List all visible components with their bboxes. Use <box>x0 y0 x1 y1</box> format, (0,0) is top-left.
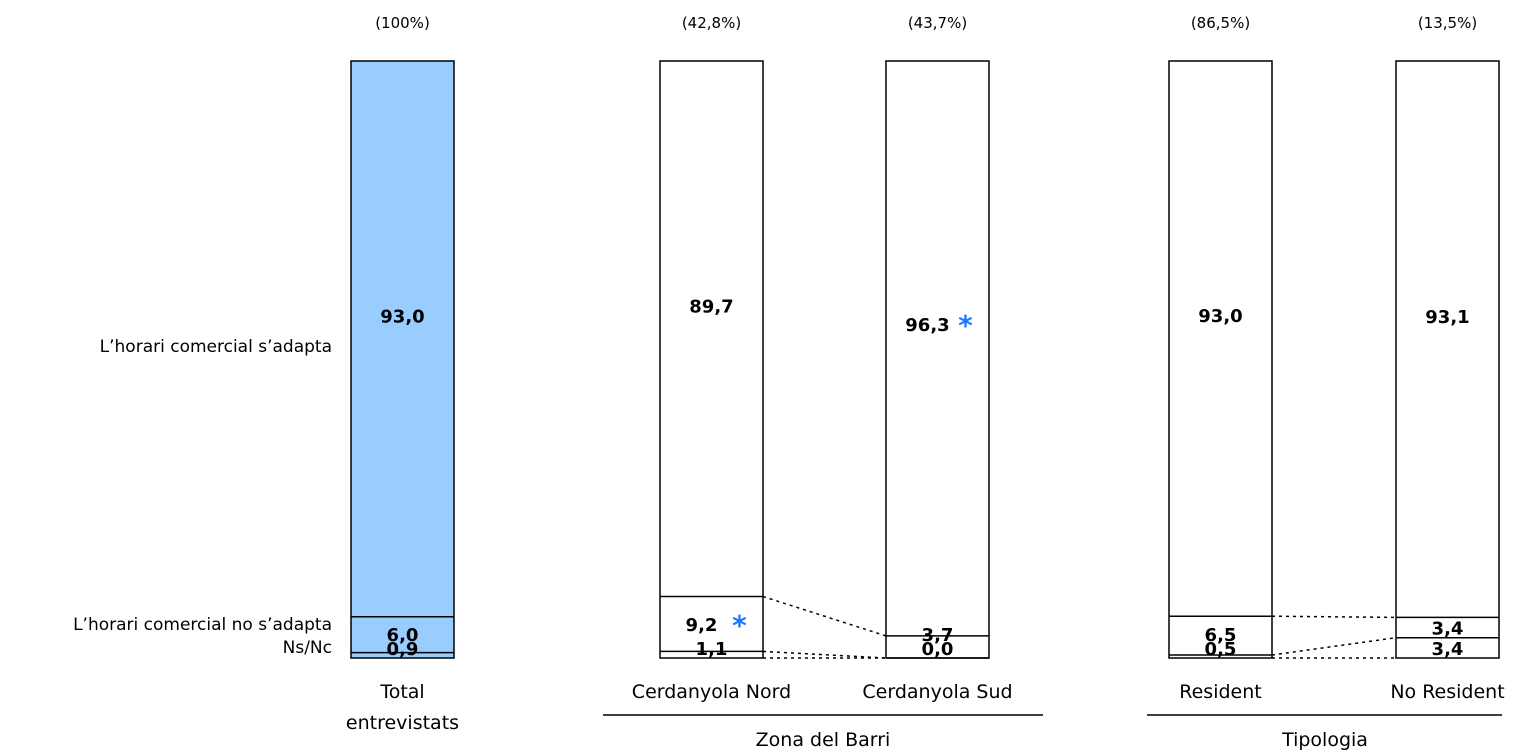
bar-outline <box>1395 60 1500 659</box>
bar-segment <box>1169 655 1272 658</box>
bar-segment <box>351 61 454 617</box>
data-label: 93,0 <box>380 307 424 328</box>
significance-star: * <box>958 309 973 342</box>
bar-segment <box>1396 637 1499 658</box>
connector-line <box>762 595 887 637</box>
column-share-label: (86,5%) <box>1191 14 1250 32</box>
category-label: Total <box>379 681 424 703</box>
bar-segment <box>1396 61 1499 618</box>
bar-segment <box>886 61 989 636</box>
bar-segment <box>1169 61 1272 617</box>
column-share-label: (42,8%) <box>682 14 741 32</box>
data-label: 3,4 <box>1432 639 1464 660</box>
data-label: 6,0 <box>387 625 419 646</box>
bar-segment <box>886 635 989 658</box>
row-label: Ns/Nc <box>283 638 332 658</box>
data-label: 0,0 <box>922 639 954 660</box>
bar-segment <box>1169 616 1272 656</box>
data-label: 93,0 <box>1198 306 1242 327</box>
row-label: L’horari comercial s’adapta <box>100 337 332 357</box>
connector-line <box>1271 636 1397 656</box>
bar-segment <box>351 616 454 653</box>
data-label: 89,7 <box>689 297 733 318</box>
data-label: 96,3 <box>905 315 949 336</box>
data-label: 6,5 <box>1205 625 1237 646</box>
bar-outline <box>659 60 764 659</box>
column-share-label: (100%) <box>375 14 430 32</box>
bar-segment <box>351 652 454 658</box>
bar-segment <box>660 61 763 597</box>
significance-star: * <box>732 609 747 642</box>
connector-line <box>762 650 887 659</box>
column-share-label: (43,7%) <box>908 14 967 32</box>
data-label: 9,2 <box>686 615 718 636</box>
category-label: No Resident <box>1390 681 1504 703</box>
group-label: Tipologia <box>1281 729 1368 751</box>
column-share-label: (13,5%) <box>1418 14 1477 32</box>
category-label: Resident <box>1179 681 1261 703</box>
bar-outline <box>1168 60 1273 659</box>
row-label: L’horari comercial no s’adapta <box>73 615 332 635</box>
connector-line <box>1271 615 1397 619</box>
category-label: Cerdanyola Nord <box>632 681 791 703</box>
data-label: 3,7 <box>922 625 954 646</box>
bar-segment <box>660 596 763 652</box>
data-label: 0,5 <box>1205 639 1237 660</box>
category-label: entrevistats <box>346 712 459 734</box>
category-label: Cerdanyola Sud <box>862 681 1012 703</box>
bar-segment <box>1396 617 1499 638</box>
data-label: 1,1 <box>696 639 728 660</box>
data-label: 3,4 <box>1432 619 1464 640</box>
data-label: 93,1 <box>1425 307 1469 328</box>
bar-segment <box>660 651 763 658</box>
bar-outline <box>350 60 455 659</box>
data-label: 0,9 <box>387 639 419 660</box>
group-label: Zona del Barri <box>756 729 891 751</box>
